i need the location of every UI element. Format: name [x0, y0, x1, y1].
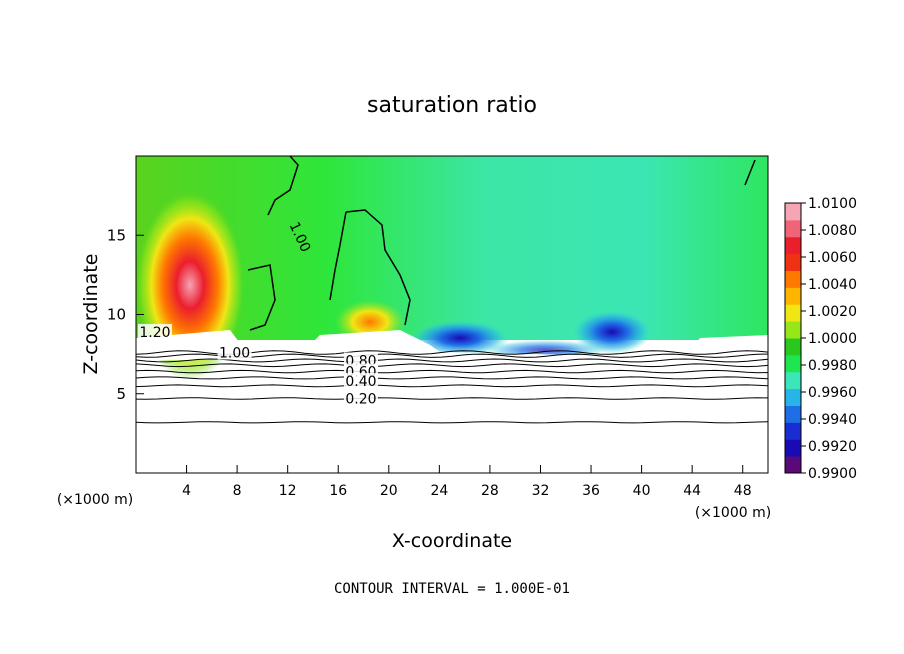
- colorbar-segment: [785, 270, 801, 288]
- x-tick-label: 28: [481, 483, 499, 499]
- plot-area: [136, 156, 768, 473]
- colorbar-segment: [785, 321, 801, 339]
- colorbar-label: 1.0060: [808, 250, 857, 266]
- contour-line: [136, 376, 768, 380]
- contour-line-1-00-upper: [247, 156, 756, 331]
- contour-line: [136, 358, 768, 363]
- colorbar-segment: [785, 236, 801, 255]
- x-tick-label: 8: [233, 483, 242, 499]
- y-axis-label: Z-coordinate: [80, 254, 102, 375]
- subsaturation-region-a: [410, 320, 510, 356]
- colorbar-segment: [785, 354, 801, 373]
- chart-title: saturation ratio: [367, 93, 537, 118]
- colorbar-segment: [785, 439, 801, 457]
- colorbar-label: 0.9940: [808, 412, 857, 428]
- x-tick-label: 44: [683, 483, 701, 499]
- colorbar-label: 1.0000: [808, 331, 857, 347]
- colorbar-label: 1.0040: [808, 277, 857, 293]
- y-tick-label: 15: [107, 226, 126, 244]
- colorbar-segment: [785, 203, 801, 221]
- colorbar-segment: [785, 456, 801, 474]
- contour-labels: 1.201.001.000.800.600.400.20: [137, 220, 378, 408]
- y-tick-label: 10: [107, 306, 126, 324]
- colorbar-segment: [785, 422, 801, 440]
- contour-line: [136, 363, 768, 368]
- x-tick-label: 32: [532, 483, 550, 499]
- colorbar-label: 0.9920: [808, 439, 857, 455]
- contour-line: [136, 397, 768, 400]
- colorbar-segment: [785, 219, 801, 238]
- colorbar-label: 0.9980: [808, 358, 857, 374]
- x-tick-label: 48: [734, 483, 752, 499]
- contour-label-mask: [137, 323, 172, 339]
- colorbar-label: 1.0080: [808, 223, 857, 239]
- colorbar-label: 1.0100: [808, 196, 857, 212]
- subsaturation-region-b: [572, 310, 652, 354]
- colorbar-label: 0.9900: [808, 466, 857, 482]
- x-tick-label: 12: [279, 483, 297, 499]
- colorbar-label: 0.9960: [808, 385, 857, 401]
- x-tick-label: 16: [329, 483, 347, 499]
- y-tick-label: 5: [116, 385, 126, 403]
- colorbar: 1.0100 1.0080 1.0060 1.0040 1.0020 1.0000 0.99…: [784, 196, 857, 482]
- x-tick-label: 20: [380, 483, 398, 499]
- contour-line: [136, 384, 768, 388]
- contour-label: 1.00: [219, 346, 250, 362]
- x-tick-label: 36: [582, 483, 600, 499]
- x-axis-ticks: 4 8 12 16 20 24 28 32 36 40 44 48: [182, 465, 752, 499]
- x-tick-label: 24: [430, 483, 448, 499]
- contour-label: 0.20: [345, 392, 376, 408]
- colorbar-segment: [785, 338, 801, 356]
- white-cloud-base: [136, 330, 768, 360]
- contour-label: 0.40: [345, 374, 376, 390]
- colorbar-segment: [785, 253, 801, 271]
- contour-interval-footer: CONTOUR INTERVAL = 1.000E-01: [334, 581, 570, 597]
- colorbar-segment: [785, 405, 801, 423]
- contour-label: 1.20: [139, 325, 170, 341]
- contour-line: [136, 421, 768, 424]
- x-axis-unit-right: (×1000 m): [695, 505, 771, 521]
- colorbar-segment: [785, 304, 801, 322]
- contour-label-mask: [217, 344, 252, 360]
- y-axis-ticks: 5 10 15: [107, 226, 144, 403]
- contour-line: [136, 369, 768, 374]
- x-tick-label: 40: [633, 483, 651, 499]
- contour-label-mask: [343, 373, 378, 389]
- x-axis-label: X-coordinate: [392, 530, 512, 552]
- colorbar-segment: [785, 287, 801, 305]
- x-axis-unit-left: (×1000 m): [57, 492, 133, 508]
- x-tick-label: 4: [182, 483, 191, 499]
- colorbar-segment: [785, 371, 801, 390]
- colorbar-label: 1.0020: [808, 304, 857, 320]
- colorbar-segment: [785, 388, 801, 406]
- contour-label-mask: [343, 390, 378, 406]
